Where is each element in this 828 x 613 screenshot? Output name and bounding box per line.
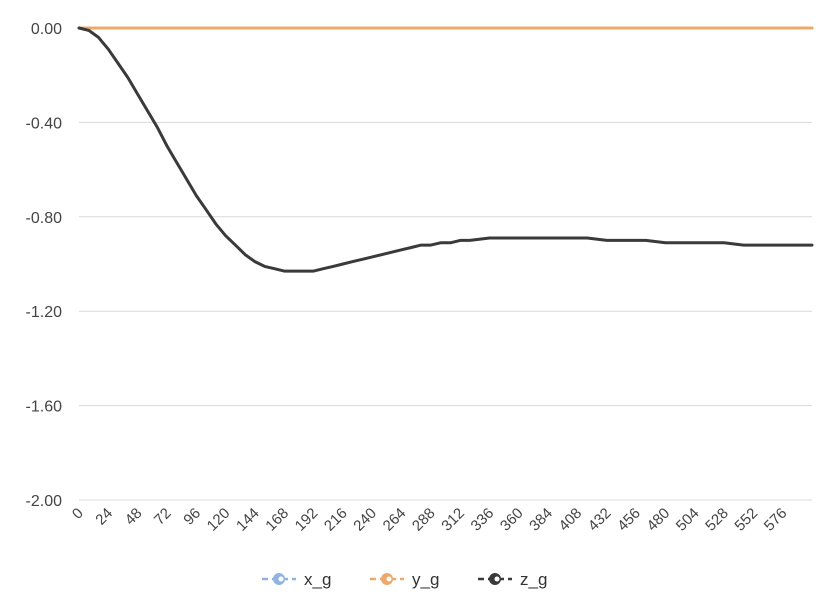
x-tick-label: 576	[761, 505, 791, 535]
y-tick-label: -1.60	[26, 399, 63, 416]
x-tick-label: 480	[644, 505, 674, 535]
x-tick-label: 96	[180, 505, 204, 529]
legend-label: x_g	[304, 570, 331, 589]
y-tick-label: 0.00	[31, 21, 62, 38]
legend: x_g y_g z_g	[262, 570, 547, 589]
legend-dot-inner	[278, 576, 284, 582]
legend-item-y-g[interactable]: y_g	[370, 570, 439, 589]
x-tick-label: 552	[731, 505, 761, 535]
x-tick-label: 456	[614, 505, 644, 535]
x-tick-label: 0	[69, 505, 87, 523]
x-tick-label: 24	[92, 505, 116, 529]
x-tick-label: 48	[122, 505, 146, 529]
legend-label: y_g	[412, 570, 439, 589]
y-tick-label: -1.20	[26, 304, 63, 321]
y-tick-label: -0.80	[26, 210, 63, 227]
x-tick-label: 432	[585, 505, 615, 535]
x-tick-label: 120	[204, 505, 234, 535]
x-tick-label: 192	[292, 505, 322, 535]
legend-item-x-g[interactable]: x_g	[262, 570, 331, 589]
legend-dot-inner	[494, 576, 500, 582]
y-axis-ticks: 0.00 -0.40 -0.80 -1.20 -1.60 -2.00	[26, 21, 63, 510]
legend-dot-inner	[386, 576, 392, 582]
y-tick-label: -0.40	[26, 115, 63, 132]
x-tick-label: 384	[526, 505, 556, 535]
x-tick-label: 264	[380, 505, 410, 535]
x-tick-label: 144	[233, 505, 263, 535]
x-tick-label: 504	[673, 505, 703, 535]
x-tick-label: 240	[350, 505, 380, 535]
grid-lines	[79, 27, 812, 501]
x-tick-label: 360	[497, 505, 527, 535]
y-tick-label: -2.00	[26, 493, 63, 510]
x-tick-label: 168	[262, 505, 292, 535]
legend-item-z-g[interactable]: z_g	[478, 570, 547, 589]
x-tick-label: 408	[556, 505, 586, 535]
x-tick-label: 312	[438, 505, 468, 535]
legend-label: z_g	[520, 570, 547, 589]
series-lines	[77, 26, 814, 273]
x-axis-ticks: 0 24 48 72 96 120 144 168 192 216 240 264 288 312 336 3…	[69, 505, 791, 535]
x-tick-label: 288	[409, 505, 439, 535]
x-tick-label: 216	[321, 505, 351, 535]
x-tick-label: 528	[702, 505, 732, 535]
series-line-z-g	[77, 26, 814, 273]
x-tick-label: 72	[151, 505, 175, 529]
x-tick-label: 336	[468, 505, 498, 535]
